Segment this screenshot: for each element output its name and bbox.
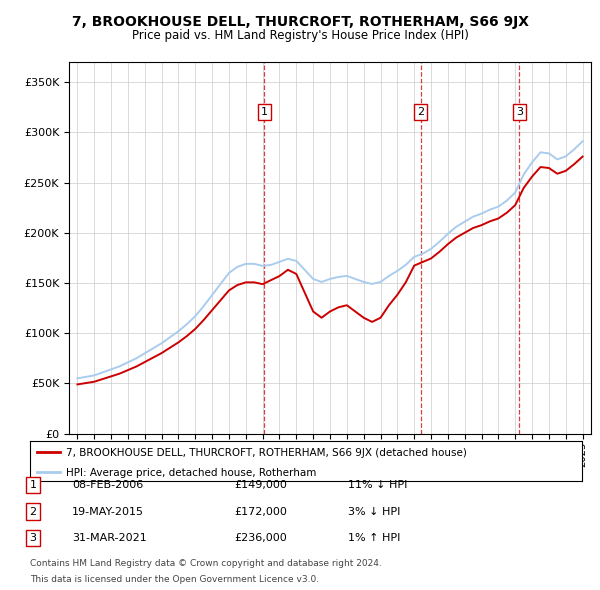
Text: 3% ↓ HPI: 3% ↓ HPI <box>348 507 400 516</box>
Text: 3: 3 <box>29 533 37 543</box>
Text: 2: 2 <box>417 107 424 117</box>
Text: 2: 2 <box>29 507 37 516</box>
Text: 7, BROOKHOUSE DELL, THURCROFT, ROTHERHAM, S66 9JX (detached house): 7, BROOKHOUSE DELL, THURCROFT, ROTHERHAM… <box>66 448 467 458</box>
Text: Contains HM Land Registry data © Crown copyright and database right 2024.: Contains HM Land Registry data © Crown c… <box>30 559 382 568</box>
Text: £149,000: £149,000 <box>234 480 287 490</box>
Text: 11% ↓ HPI: 11% ↓ HPI <box>348 480 407 490</box>
Text: £236,000: £236,000 <box>234 533 287 543</box>
Text: 1% ↑ HPI: 1% ↑ HPI <box>348 533 400 543</box>
Text: HPI: Average price, detached house, Rotherham: HPI: Average price, detached house, Roth… <box>66 468 316 478</box>
Text: 08-FEB-2006: 08-FEB-2006 <box>72 480 143 490</box>
Text: 1: 1 <box>261 107 268 117</box>
Text: 3: 3 <box>516 107 523 117</box>
Text: 19-MAY-2015: 19-MAY-2015 <box>72 507 144 516</box>
Text: 7, BROOKHOUSE DELL, THURCROFT, ROTHERHAM, S66 9JX: 7, BROOKHOUSE DELL, THURCROFT, ROTHERHAM… <box>71 15 529 29</box>
Text: Price paid vs. HM Land Registry's House Price Index (HPI): Price paid vs. HM Land Registry's House … <box>131 30 469 42</box>
Text: £172,000: £172,000 <box>234 507 287 516</box>
Text: This data is licensed under the Open Government Licence v3.0.: This data is licensed under the Open Gov… <box>30 575 319 584</box>
Text: 31-MAR-2021: 31-MAR-2021 <box>72 533 147 543</box>
Text: 1: 1 <box>29 480 37 490</box>
